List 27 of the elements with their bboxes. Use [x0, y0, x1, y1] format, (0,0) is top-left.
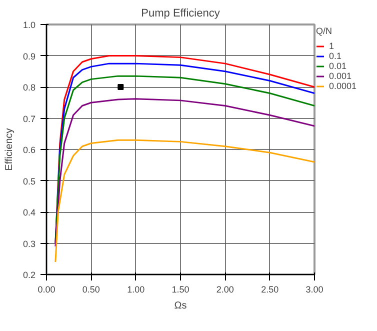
x-tick-label: 2.50 — [261, 284, 279, 294]
y-tick-label: 0.8 — [22, 82, 36, 92]
legend-label: 0.1 — [329, 51, 343, 61]
y-tick-label: 0.2 — [22, 270, 36, 280]
legend-title: Q/N — [316, 26, 334, 36]
y-tick-label: 0.4 — [22, 208, 36, 218]
legend-label: 0.001 — [329, 71, 352, 81]
legend-label: 1 — [329, 41, 336, 51]
y-tick-label: 0.6 — [22, 145, 36, 155]
x-tick-label: 0.00 — [38, 284, 56, 294]
legend-label: 0.01 — [329, 61, 348, 71]
line-series — [54, 98, 314, 248]
line-series — [54, 139, 314, 263]
x-tick-label: 0.50 — [82, 284, 100, 294]
legend-label: 0.0001 — [329, 81, 357, 91]
x-tick-label: 1.00 — [127, 284, 145, 294]
y-tick-label: 0.5 — [22, 176, 36, 186]
x-axis-title: Ωs — [174, 300, 187, 312]
x-tick-label: 3.00 — [306, 284, 324, 294]
y-tick-label: 0.9 — [22, 51, 36, 62]
y-tick-label: 0.7 — [22, 114, 36, 124]
x-tick-label: 2.00 — [216, 284, 234, 294]
y-axis-title: Efficiency — [4, 128, 15, 171]
y-tick-label: 1.0 — [22, 20, 36, 30]
chart-title: Pump Efficiency — [141, 8, 220, 20]
x-tick-label: 1.50 — [172, 284, 190, 294]
y-tick-label: 0.3 — [22, 238, 36, 249]
